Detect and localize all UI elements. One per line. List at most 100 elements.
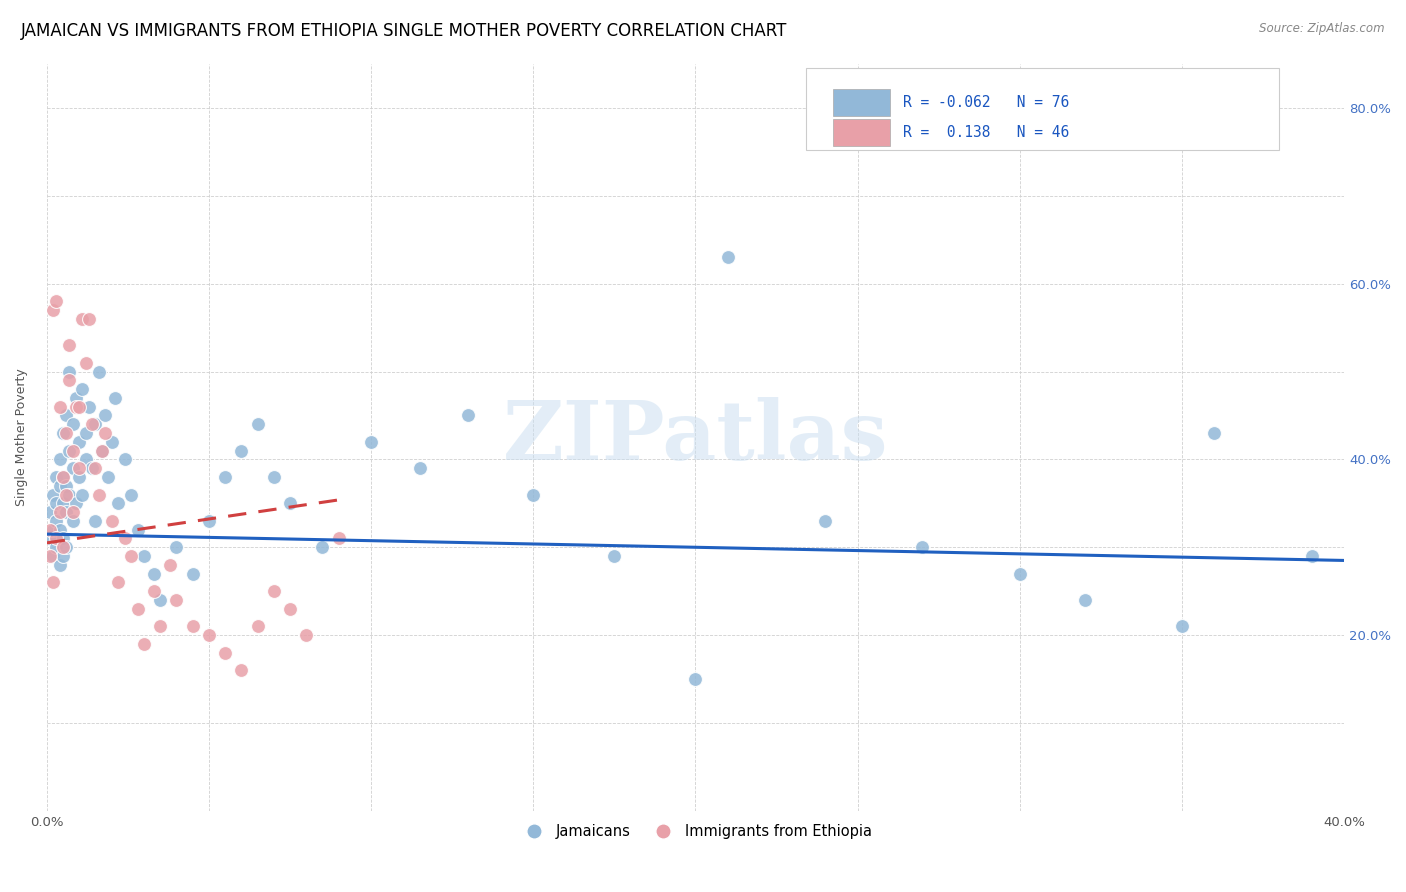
Point bbox=[67, 400, 90, 414]
Point bbox=[45, 532, 67, 546]
Text: R =  0.138   N = 46: R = 0.138 N = 46 bbox=[903, 125, 1070, 140]
Point bbox=[48, 558, 70, 572]
Text: ZIPatlas: ZIPatlas bbox=[503, 398, 889, 477]
Text: JAMAICAN VS IMMIGRANTS FROM ETHIOPIA SINGLE MOTHER POVERTY CORRELATION CHART: JAMAICAN VS IMMIGRANTS FROM ETHIOPIA SIN… bbox=[21, 22, 787, 40]
Point bbox=[166, 541, 188, 555]
Point bbox=[142, 584, 165, 599]
Point bbox=[278, 496, 301, 510]
Point bbox=[48, 479, 70, 493]
Point bbox=[127, 523, 149, 537]
Point bbox=[1008, 566, 1031, 581]
Point bbox=[39, 532, 62, 546]
Point bbox=[87, 365, 110, 379]
Point bbox=[114, 532, 136, 546]
Point bbox=[39, 549, 62, 563]
Point bbox=[142, 566, 165, 581]
Point bbox=[55, 479, 77, 493]
Point bbox=[67, 434, 90, 449]
Point bbox=[52, 425, 75, 440]
Y-axis label: Single Mother Poverty: Single Mother Poverty bbox=[15, 368, 28, 507]
Point bbox=[814, 514, 837, 528]
Point bbox=[685, 672, 707, 686]
Point bbox=[94, 409, 117, 423]
Point bbox=[45, 541, 67, 555]
Point bbox=[58, 338, 80, 352]
Point bbox=[62, 417, 84, 432]
Point bbox=[42, 549, 65, 563]
Point bbox=[295, 628, 318, 642]
Point bbox=[328, 532, 350, 546]
Point bbox=[52, 532, 75, 546]
Point bbox=[94, 425, 117, 440]
Point bbox=[311, 541, 333, 555]
Point bbox=[48, 400, 70, 414]
Point bbox=[55, 409, 77, 423]
Point bbox=[214, 646, 236, 660]
Point bbox=[77, 400, 100, 414]
Point bbox=[55, 541, 77, 555]
Point bbox=[457, 409, 479, 423]
Point bbox=[911, 541, 934, 555]
Point bbox=[1301, 549, 1323, 563]
FancyBboxPatch shape bbox=[832, 89, 890, 116]
Point bbox=[52, 496, 75, 510]
Point bbox=[45, 470, 67, 484]
Point bbox=[72, 487, 94, 501]
Point bbox=[263, 584, 285, 599]
Point bbox=[48, 523, 70, 537]
Point bbox=[52, 470, 75, 484]
Point bbox=[84, 417, 107, 432]
Point bbox=[67, 461, 90, 475]
Point bbox=[55, 425, 77, 440]
Point bbox=[360, 434, 382, 449]
Point bbox=[42, 487, 65, 501]
Point bbox=[1171, 619, 1194, 633]
Point bbox=[72, 311, 94, 326]
Point bbox=[42, 575, 65, 590]
Point bbox=[52, 470, 75, 484]
Point bbox=[72, 382, 94, 396]
Point bbox=[82, 417, 104, 432]
Point bbox=[82, 461, 104, 475]
Point bbox=[90, 443, 112, 458]
Point bbox=[90, 443, 112, 458]
Point bbox=[107, 575, 129, 590]
Point bbox=[181, 566, 204, 581]
Point bbox=[132, 637, 155, 651]
Point bbox=[62, 461, 84, 475]
Point bbox=[100, 514, 122, 528]
Point bbox=[75, 425, 97, 440]
Point bbox=[214, 470, 236, 484]
Point bbox=[42, 303, 65, 318]
Point bbox=[39, 523, 62, 537]
Point bbox=[231, 663, 253, 677]
Point bbox=[246, 417, 269, 432]
Point bbox=[120, 487, 142, 501]
Point bbox=[246, 619, 269, 633]
Point bbox=[278, 601, 301, 615]
Point bbox=[87, 487, 110, 501]
FancyBboxPatch shape bbox=[806, 68, 1279, 150]
Point bbox=[120, 549, 142, 563]
Point bbox=[65, 400, 87, 414]
Point bbox=[107, 496, 129, 510]
Point bbox=[45, 294, 67, 309]
Point bbox=[48, 505, 70, 519]
Point bbox=[1204, 425, 1226, 440]
Point bbox=[84, 461, 107, 475]
Point bbox=[97, 470, 120, 484]
Point bbox=[166, 593, 188, 607]
Point bbox=[149, 593, 172, 607]
Point bbox=[77, 311, 100, 326]
Point bbox=[45, 496, 67, 510]
Point bbox=[132, 549, 155, 563]
Point bbox=[100, 434, 122, 449]
Point bbox=[75, 452, 97, 467]
Point bbox=[603, 549, 626, 563]
Text: Source: ZipAtlas.com: Source: ZipAtlas.com bbox=[1260, 22, 1385, 36]
FancyBboxPatch shape bbox=[832, 120, 890, 146]
Point bbox=[39, 505, 62, 519]
Text: R = -0.062   N = 76: R = -0.062 N = 76 bbox=[903, 95, 1070, 111]
Point bbox=[58, 365, 80, 379]
Point bbox=[127, 601, 149, 615]
